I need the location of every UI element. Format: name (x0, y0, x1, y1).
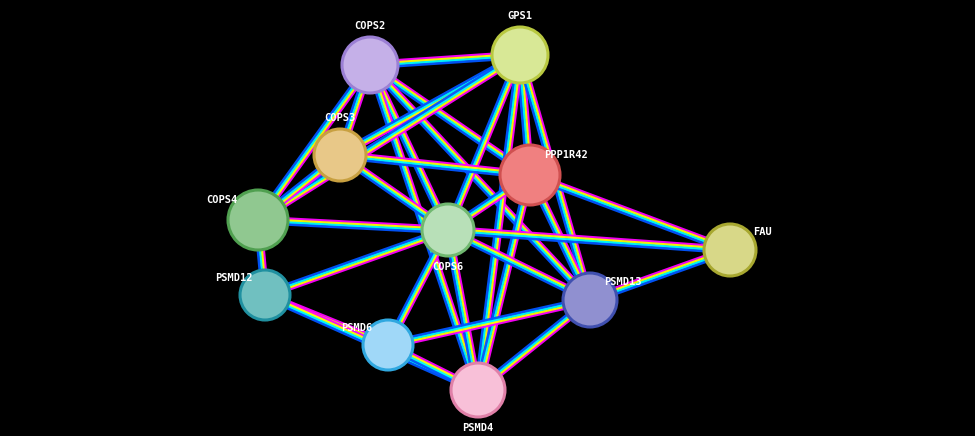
Text: PSMD4: PSMD4 (462, 423, 493, 433)
Text: PSMD12: PSMD12 (215, 273, 253, 283)
Circle shape (314, 129, 366, 181)
Text: PSMD13: PSMD13 (604, 277, 642, 287)
Text: PSMD6: PSMD6 (341, 323, 372, 333)
Circle shape (342, 37, 398, 93)
Circle shape (451, 363, 505, 417)
Text: COPS4: COPS4 (207, 195, 238, 205)
Circle shape (363, 320, 413, 370)
Circle shape (422, 204, 474, 256)
Text: COPS3: COPS3 (325, 113, 356, 123)
Text: COPS2: COPS2 (354, 21, 386, 31)
Text: COPS6: COPS6 (432, 262, 464, 272)
Text: PPP1R42: PPP1R42 (544, 150, 588, 160)
Circle shape (500, 145, 560, 205)
Text: FAU: FAU (753, 227, 771, 237)
Text: GPS1: GPS1 (508, 11, 532, 21)
Circle shape (228, 190, 288, 250)
Circle shape (563, 273, 617, 327)
Circle shape (492, 27, 548, 83)
Circle shape (704, 224, 756, 276)
Circle shape (240, 270, 290, 320)
